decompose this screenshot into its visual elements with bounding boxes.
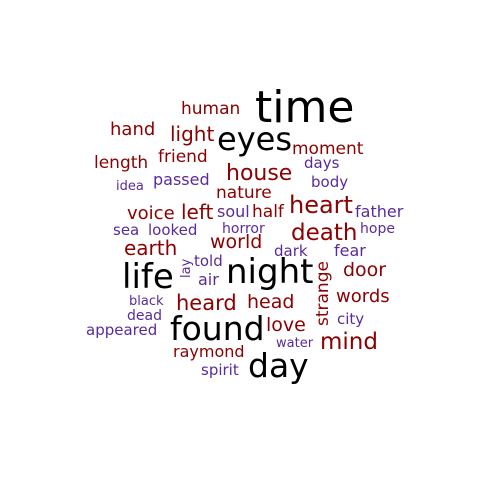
word-found: found (170, 309, 265, 348)
word-strange: strange (313, 261, 333, 326)
word-water: water (276, 336, 314, 351)
word-appeared: appeared (86, 321, 157, 339)
word-idea: idea (116, 179, 144, 194)
word-spirit: spirit (201, 361, 239, 379)
word-mind: mind (320, 329, 378, 355)
word-world: world (210, 231, 262, 253)
word-dead: dead (127, 308, 162, 324)
word-human: human (181, 99, 240, 119)
word-sea: sea (113, 221, 139, 239)
word-told: told (194, 252, 223, 270)
word-house: house (226, 161, 292, 186)
word-passed: passed (153, 170, 210, 189)
word-friend: friend (158, 147, 208, 167)
word-earth: earth (124, 236, 177, 260)
word-heard: heard (176, 291, 237, 315)
word-door: door (343, 259, 386, 281)
word-nature: nature (216, 183, 272, 203)
word-body: body (311, 173, 348, 191)
word-love: love (266, 314, 306, 336)
word-soul: soul (217, 202, 250, 221)
word-eyes: eyes (217, 120, 292, 158)
word-night: night (226, 252, 313, 292)
word-day: day (248, 346, 309, 385)
word-head: head (247, 291, 294, 313)
word-light: light (170, 122, 214, 146)
word-father: father (355, 202, 404, 221)
word-life: life (122, 257, 174, 297)
word-lay: lay (179, 258, 194, 278)
word-city: city (337, 310, 364, 328)
word-voice: voice (127, 203, 175, 224)
word-length: length (94, 153, 148, 173)
word-hope: hope (360, 221, 395, 237)
word-days: days (304, 154, 340, 172)
word-black: black (129, 294, 164, 309)
word-air: air (198, 270, 219, 289)
word-dark: dark (274, 242, 308, 260)
word-horror: horror (222, 221, 265, 237)
word-time: time (255, 82, 354, 133)
word-looked: looked (148, 221, 197, 239)
word-moment: moment (292, 139, 364, 159)
word-half: half (252, 202, 285, 222)
word-words: words (336, 286, 390, 307)
word-heart: heart (289, 191, 353, 219)
word-death: death (291, 220, 357, 246)
word-raymond: raymond (173, 342, 245, 361)
word-fear: fear (334, 241, 366, 260)
word-hand: hand (110, 119, 155, 140)
word-left: left (181, 200, 214, 224)
